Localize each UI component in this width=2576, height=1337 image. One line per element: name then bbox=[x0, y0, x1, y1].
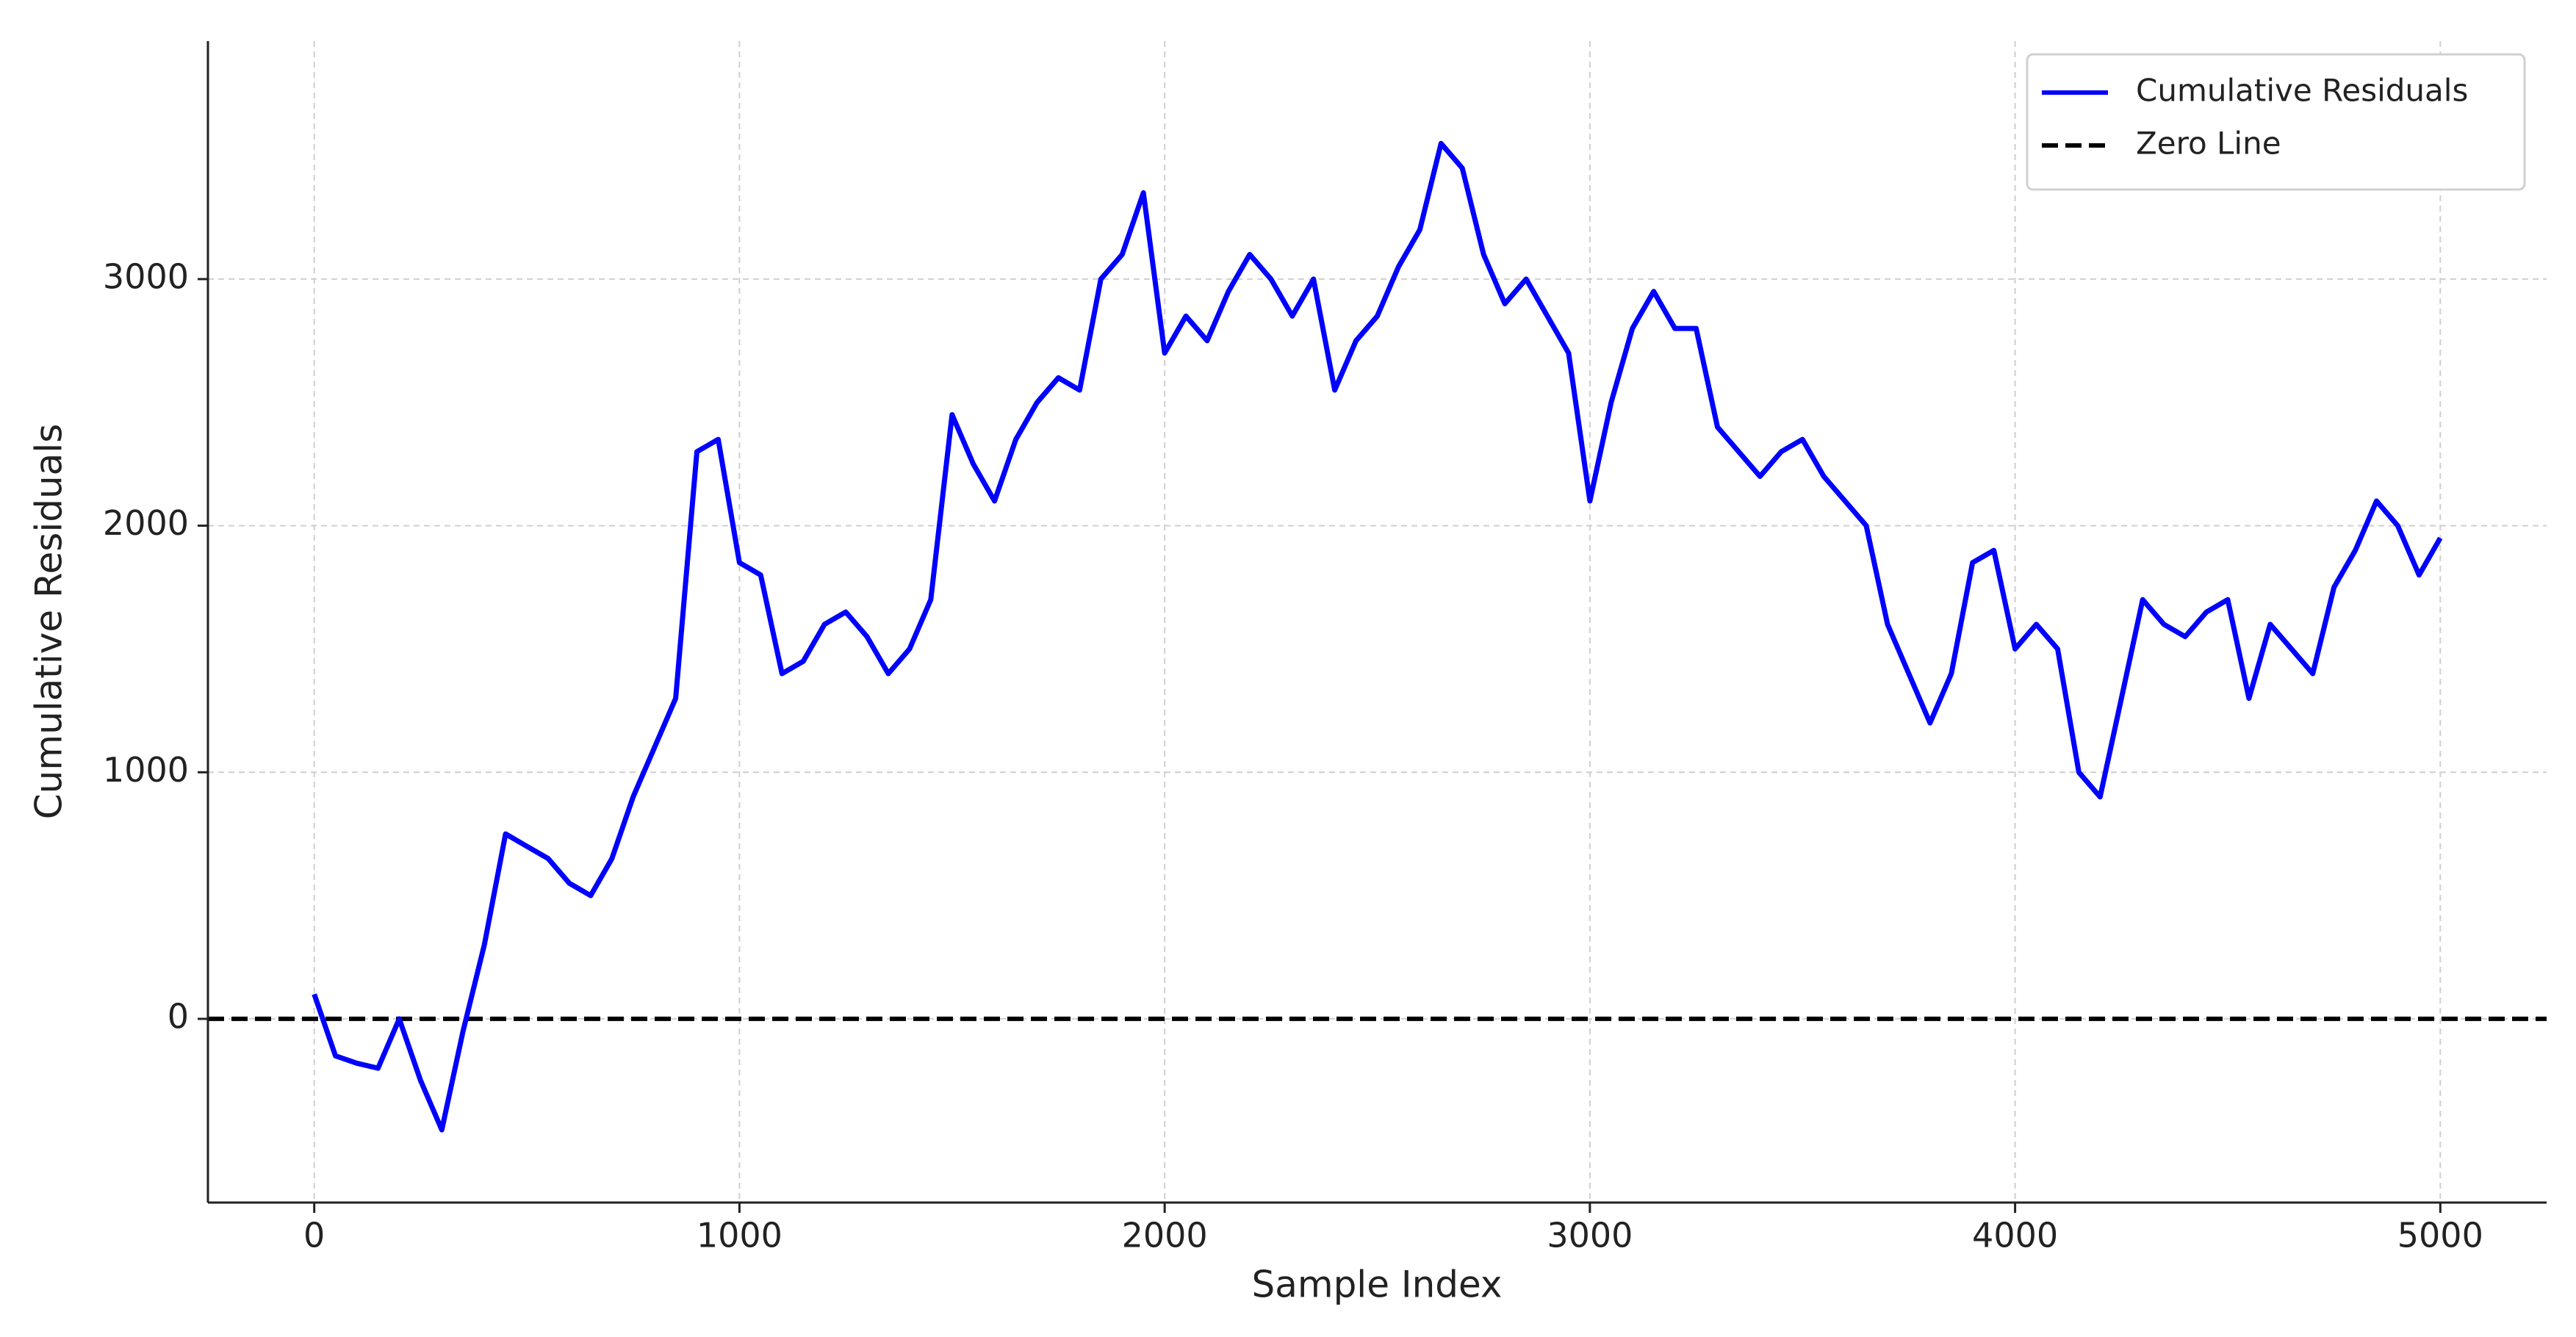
x-tick-label: 4000 bbox=[1972, 1216, 2058, 1255]
y-tick-label: 1000 bbox=[103, 750, 189, 790]
y-tick-label: 2000 bbox=[103, 503, 189, 543]
y-tick-label: 0 bbox=[168, 996, 189, 1036]
x-tick-label: 3000 bbox=[1547, 1216, 1633, 1255]
data-line bbox=[312, 140, 2443, 1133]
legend-box bbox=[2026, 53, 2526, 191]
x-tick-label: 5000 bbox=[2397, 1216, 2483, 1255]
y-tick-label: 3000 bbox=[103, 256, 189, 296]
legend-label: Zero Line bbox=[2136, 126, 2281, 162]
legend-label: Cumulative Residuals bbox=[2136, 73, 2468, 109]
x-tick-label: 1000 bbox=[697, 1216, 782, 1255]
x-tick-label: 2000 bbox=[1122, 1216, 1208, 1255]
x-axis-label: Sample Index bbox=[1251, 1264, 1502, 1306]
x-tick-label: 0 bbox=[303, 1216, 325, 1255]
y-axis-label: Cumulative Residuals bbox=[28, 424, 71, 819]
